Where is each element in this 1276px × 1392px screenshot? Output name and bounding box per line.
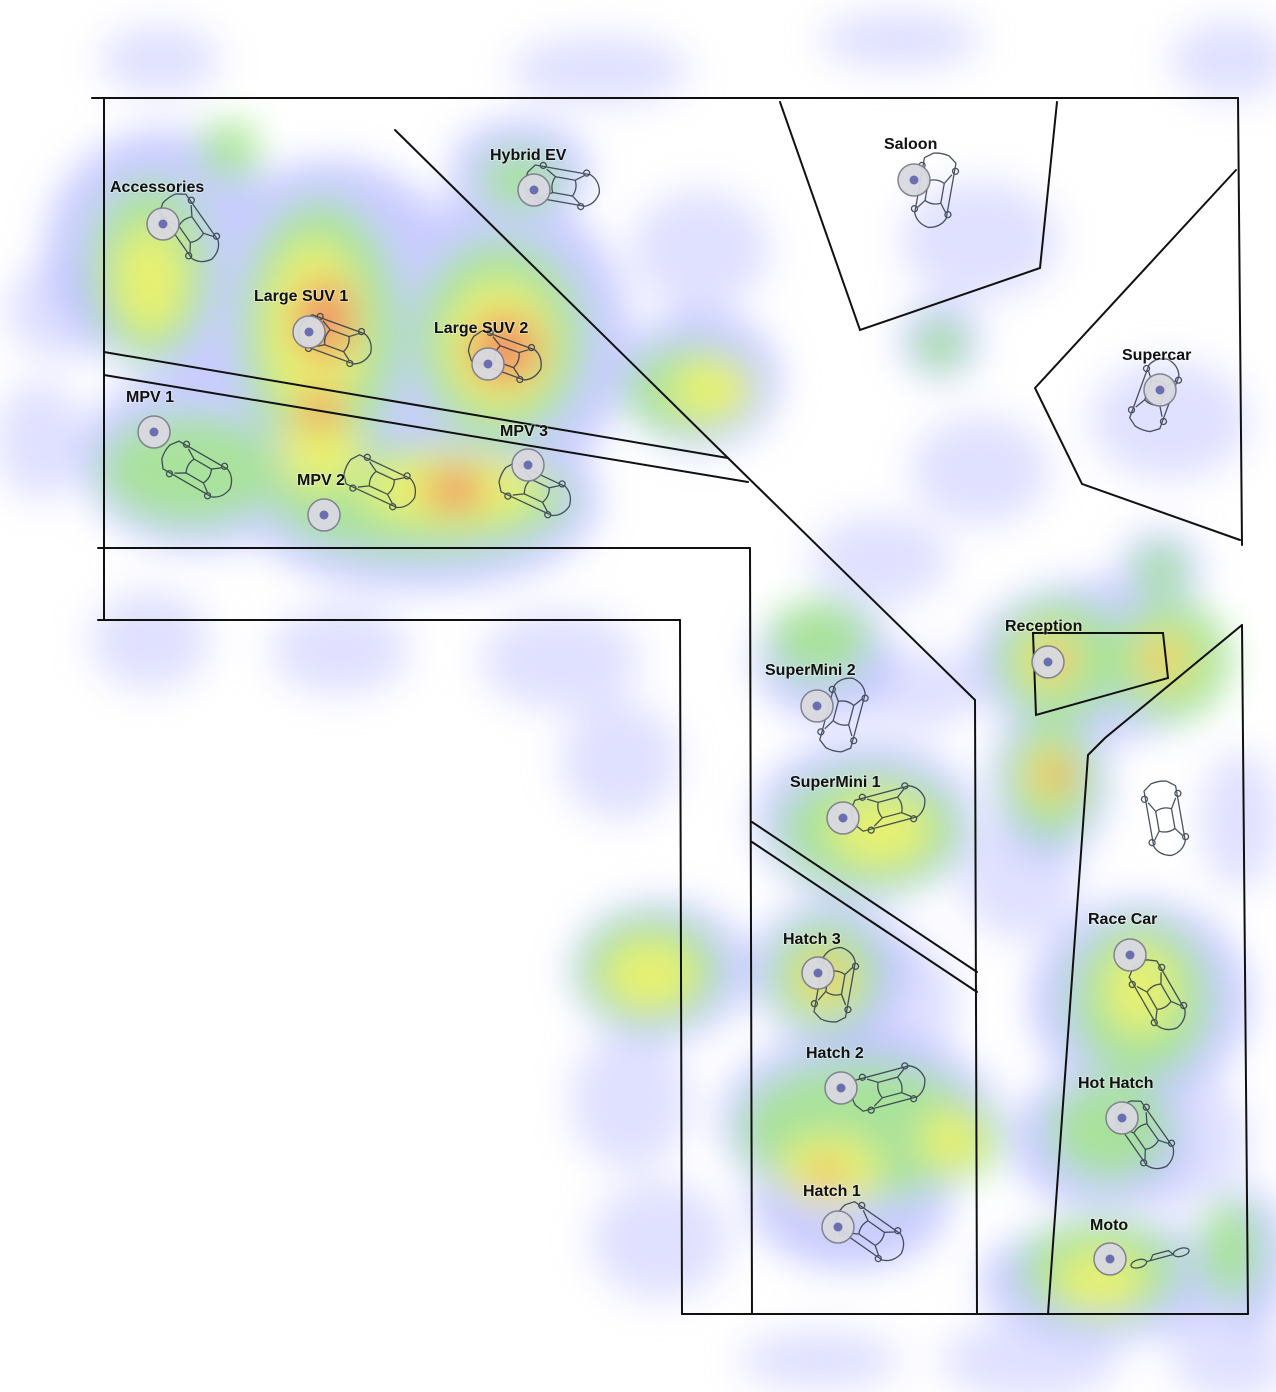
marker-mpv-1[interactable] [137,415,171,449]
car-display-right [1138,777,1192,860]
label-hatch-3: Hatch 3 [783,931,841,948]
marker-supercar[interactable] [1143,373,1177,407]
label-hatch-1: Hatch 1 [803,1183,861,1200]
label-race-car: Race Car [1088,911,1157,928]
marker-accessories[interactable] [146,207,180,241]
label-hot-hatch: Hot Hatch [1078,1075,1154,1092]
marker-mpv-3[interactable] [511,448,545,482]
marker-hybrid-ev[interactable] [517,173,551,207]
label-hatch-2: Hatch 2 [806,1045,864,1062]
station-markers [137,163,1177,1276]
marker-supermini-2[interactable] [800,689,834,723]
marker-race-car[interactable] [1113,938,1147,972]
marker-moto[interactable] [1093,1242,1127,1276]
label-saloon: Saloon [884,136,937,153]
marker-hatch-1[interactable] [821,1210,855,1244]
label-moto: Moto [1090,1217,1128,1234]
label-large-suv-1: Large SUV 1 [254,288,348,305]
label-reception: Reception [1005,618,1082,635]
label-supercar: Supercar [1122,347,1191,364]
marker-hot-hatch[interactable] [1105,1101,1139,1135]
marker-hatch-2[interactable] [824,1071,858,1105]
marker-supermini-1[interactable] [826,801,860,835]
label-supermini-1: SuperMini 1 [790,774,881,791]
marker-hatch-3[interactable] [801,956,835,990]
floorplan-walls [91,97,1249,1315]
label-mpv-3: MPV 3 [500,423,548,440]
car-outlines [151,149,1195,1271]
marker-saloon[interactable] [897,163,931,197]
marker-large-suv-1[interactable] [292,315,326,349]
station-labels: Accessories Hybrid EV Saloon Large SUV 1… [109,135,1192,1235]
label-mpv-1: MPV 1 [126,389,174,406]
label-hybrid-ev: Hybrid EV [490,147,567,164]
marker-reception[interactable] [1031,645,1065,679]
label-supermini-2: SuperMini 2 [765,662,856,679]
label-mpv-2: MPV 2 [297,472,345,489]
label-large-suv-2: Large SUV 2 [434,320,528,337]
motorbike-outline [1130,1247,1190,1269]
label-accessories: Accessories [110,179,204,196]
marker-large-suv-2[interactable] [471,347,505,381]
marker-mpv-2[interactable] [307,498,341,532]
